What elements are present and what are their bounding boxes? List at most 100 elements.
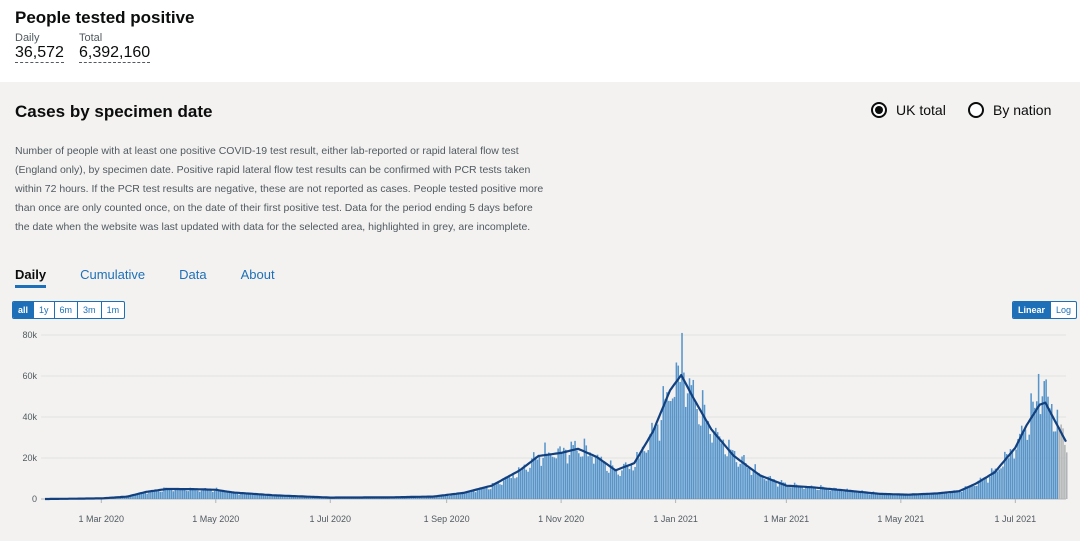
average-line (45, 373, 1067, 501)
daily-bar (927, 493, 929, 499)
daily-bar (739, 463, 741, 499)
daily-bar (247, 493, 250, 499)
daily-bar (232, 492, 235, 499)
daily-bar (439, 495, 441, 499)
daily-bar (1035, 401, 1038, 499)
daily-bar (1062, 428, 1064, 499)
daily-bar (521, 468, 524, 499)
daily-bar (193, 489, 195, 499)
daily-bar (427, 496, 430, 499)
daily-bar (649, 434, 651, 499)
daily-bar (251, 494, 253, 499)
daily-bar (671, 398, 674, 499)
daily-bar (542, 457, 544, 499)
daily-bar (514, 478, 516, 499)
daily-bar (600, 456, 603, 499)
daily-bar (944, 492, 946, 499)
daily-bar (850, 490, 852, 499)
daily-bar (621, 470, 623, 499)
daily-bar (202, 488, 205, 499)
daily-bar (253, 494, 255, 499)
daily-bar (806, 486, 809, 499)
daily-bar (553, 457, 556, 499)
daily-bar (129, 496, 131, 499)
daily-bar (776, 486, 779, 499)
range-all-button[interactable]: all (13, 302, 35, 318)
daily-bar (626, 466, 629, 499)
daily-bar (178, 488, 180, 499)
daily-bar (142, 492, 145, 499)
daily-bar (266, 495, 268, 499)
daily-bar (636, 451, 638, 499)
daily-bar (574, 440, 576, 499)
range-selector: all 1y 6m 3m 1m (12, 301, 126, 319)
daily-bar (245, 492, 248, 499)
daily-bar (782, 482, 785, 499)
daily-bar (213, 490, 216, 499)
daily-value[interactable]: 36,572 (15, 44, 64, 63)
daily-bar (613, 468, 616, 499)
daily-bar (641, 446, 644, 499)
daily-bar (212, 491, 214, 499)
daily-bar (570, 441, 573, 499)
daily-bar (949, 492, 952, 499)
daily-bar (955, 491, 957, 499)
tab-about[interactable]: About (240, 267, 275, 282)
tab-data[interactable]: Data (179, 267, 207, 282)
daily-bar (140, 493, 143, 499)
daily-bar (317, 497, 319, 499)
daily-bar (1052, 431, 1055, 499)
daily-bar (1058, 426, 1061, 499)
scale-linear-button[interactable]: Linear (1013, 302, 1052, 318)
daily-bar (136, 493, 139, 499)
daily-bar (835, 487, 837, 499)
daily-bar (1054, 431, 1057, 499)
daily-bar (495, 484, 497, 499)
daily-bar (880, 494, 882, 499)
daily-bar (148, 492, 150, 499)
daily-bar (1015, 449, 1017, 499)
daily-bar (157, 491, 160, 499)
daily-bar (260, 494, 263, 499)
daily-bar (493, 483, 496, 499)
daily-bar (585, 445, 588, 499)
daily-bar (602, 462, 604, 499)
total-value[interactable]: 6,392,160 (79, 44, 151, 63)
radio-uk-total[interactable]: UK total (871, 102, 946, 118)
range-1m-button[interactable]: 1m (106, 305, 120, 315)
daily-bar (450, 495, 452, 499)
daily-bar (735, 462, 738, 499)
tab-cumulative[interactable]: Cumulative (80, 267, 146, 282)
range-3m-button[interactable]: 3m (78, 302, 102, 318)
range-6m-button[interactable]: 6m (55, 302, 79, 318)
daily-bar (1002, 466, 1004, 499)
daily-bar (302, 496, 304, 499)
daily-bar (932, 493, 935, 499)
tab-daily[interactable]: Daily (15, 267, 47, 288)
daily-bar (489, 489, 492, 499)
daily-bar (215, 487, 218, 499)
daily-bar (990, 468, 993, 499)
daily-bar (801, 486, 803, 499)
daily-bar (591, 456, 593, 499)
daily-bar (662, 386, 665, 499)
range-1y-button[interactable]: 1y (34, 302, 55, 318)
daily-bar (919, 494, 922, 499)
scale-log-button[interactable]: Log (1056, 305, 1072, 315)
card-description: Number of people with at least one posit… (15, 145, 544, 233)
daily-bar (632, 470, 634, 499)
daily-bar (994, 468, 997, 499)
daily-bar (904, 494, 907, 499)
radio-by-nation[interactable]: By nation (968, 102, 1051, 118)
daily-bar (974, 485, 976, 499)
y-tick-label: 80k (22, 330, 37, 340)
cases-chart[interactable]: 0 20k 40k 60k 80k 1 Mar 2020 1 May 2020 1 Jul 2… (0, 82, 1080, 541)
daily-bar (767, 476, 770, 499)
daily-bar (437, 496, 439, 499)
daily-bar (1060, 424, 1062, 499)
daily-bar (555, 458, 558, 499)
daily-bar (228, 491, 231, 499)
daily-bar (925, 493, 927, 499)
daily-bar (170, 490, 173, 499)
daily-bar (874, 493, 877, 499)
